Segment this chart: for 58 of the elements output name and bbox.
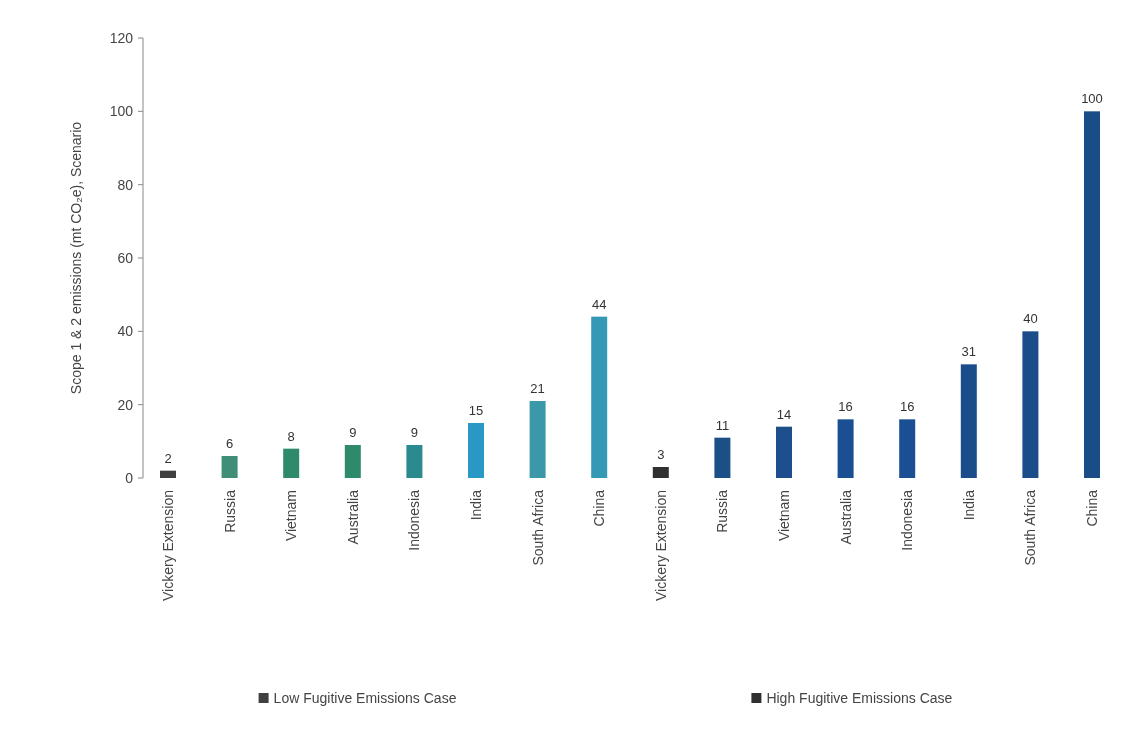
data-label: 16 <box>838 399 853 415</box>
x-tick-label: Russia <box>221 489 238 533</box>
data-label: 40 <box>1023 311 1038 327</box>
data-label: 21 <box>530 381 545 396</box>
y-axis-title: Scope 1 & 2 emissions (mt CO₂e), Scenario <box>68 121 84 395</box>
legend-label: High Fugitive Emissions Case <box>766 689 953 706</box>
bar <box>776 426 792 478</box>
x-tick-label: Vickery Extension <box>652 490 669 602</box>
data-label: 14 <box>776 406 792 422</box>
bar <box>1084 111 1100 478</box>
bar <box>837 419 854 478</box>
x-tick-label: China <box>1083 489 1100 527</box>
x-tick-label: Vietnam <box>775 490 792 542</box>
x-tick-label: South Africa <box>529 489 546 566</box>
x-tick-label: South Africa <box>1022 489 1039 566</box>
x-tick-label: India <box>960 489 977 521</box>
data-label: 100 <box>1081 91 1103 107</box>
y-tick-label: 100 <box>109 103 134 120</box>
data-label: 8 <box>287 428 295 444</box>
x-tick-label: Vickery Extension <box>159 490 176 602</box>
data-label: 3 <box>657 447 665 462</box>
bar <box>283 448 300 478</box>
bar <box>529 401 546 478</box>
y-tick-label: 0 <box>125 469 134 486</box>
data-label: 9 <box>349 425 357 440</box>
x-tick-label: Indonesia <box>899 489 916 551</box>
data-label: 2 <box>164 450 172 466</box>
bar <box>344 445 361 478</box>
x-tick-label: Australia <box>837 489 854 545</box>
bar <box>714 437 731 478</box>
x-tick-label: Vietnam <box>283 490 300 542</box>
x-tick-label: China <box>591 489 608 527</box>
bar <box>160 470 176 478</box>
x-tick-label: Australia <box>344 489 361 545</box>
legend-label: Low Fugitive Emissions Case <box>273 689 457 706</box>
bar <box>960 364 977 478</box>
bar <box>899 419 916 478</box>
data-label: 6 <box>225 436 234 451</box>
x-tick-label: Indonesia <box>406 489 423 551</box>
bar <box>468 423 484 478</box>
x-tick-label: Russia <box>714 489 731 533</box>
data-label: 9 <box>410 425 419 440</box>
y-tick-label: 60 <box>117 249 134 266</box>
bar <box>652 467 669 478</box>
y-tick-label: 80 <box>117 176 134 193</box>
bar <box>221 456 238 478</box>
x-tick-label: India <box>467 489 484 521</box>
y-tick-label: 20 <box>117 396 134 413</box>
y-tick-label: 40 <box>117 323 134 340</box>
bar <box>406 445 423 478</box>
bar <box>591 316 608 478</box>
data-label: 16 <box>899 399 915 415</box>
data-label: 11 <box>715 417 730 433</box>
data-label: 15 <box>468 403 484 418</box>
data-label: 44 <box>591 296 607 312</box>
data-label: 31 <box>961 344 977 360</box>
y-tick-label: 120 <box>109 29 134 46</box>
bar <box>1022 331 1039 478</box>
